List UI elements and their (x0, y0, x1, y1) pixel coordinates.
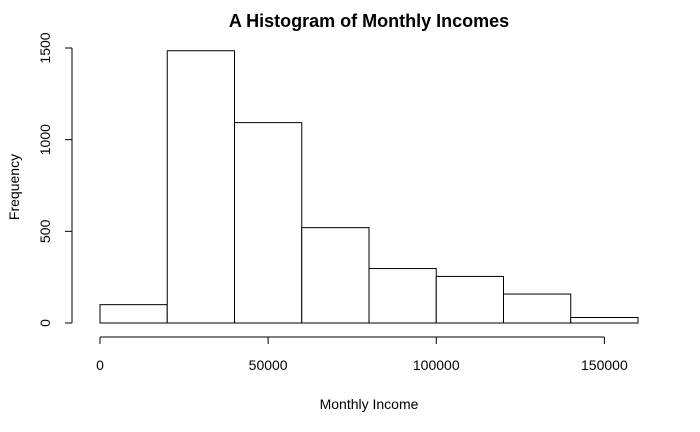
y-axis-label: Frequency (6, 154, 22, 220)
histogram-bar-2 (234, 122, 303, 324)
y-tick-label-3: 1500 (37, 32, 53, 63)
y-tick-label-1: 500 (37, 219, 53, 243)
histogram-bar-0 (99, 304, 168, 324)
x-tick-label-3: 150000 (581, 357, 628, 373)
x-axis-label: Monthly Income (320, 396, 419, 412)
y-axis: 0 500 1000 1500 (37, 32, 73, 327)
x-tick-label-1: 50000 (249, 357, 288, 373)
histogram-bar-6 (503, 293, 572, 324)
bars-group (99, 50, 639, 324)
x-tick-label-0: 0 (96, 357, 104, 373)
histogram-bar-7 (570, 317, 639, 324)
histogram-bar-4 (368, 268, 437, 324)
x-axis: 0 50000 100000 150000 (96, 336, 628, 373)
histogram-bar-3 (301, 227, 370, 324)
y-tick-label-0: 0 (37, 319, 53, 327)
histogram-bar-5 (435, 275, 504, 324)
x-tick-label-2: 100000 (413, 357, 460, 373)
histogram-bar-1 (166, 50, 235, 324)
y-tick-label-2: 1000 (37, 124, 53, 155)
chart-title: A Histogram of Monthly Incomes (229, 11, 509, 31)
